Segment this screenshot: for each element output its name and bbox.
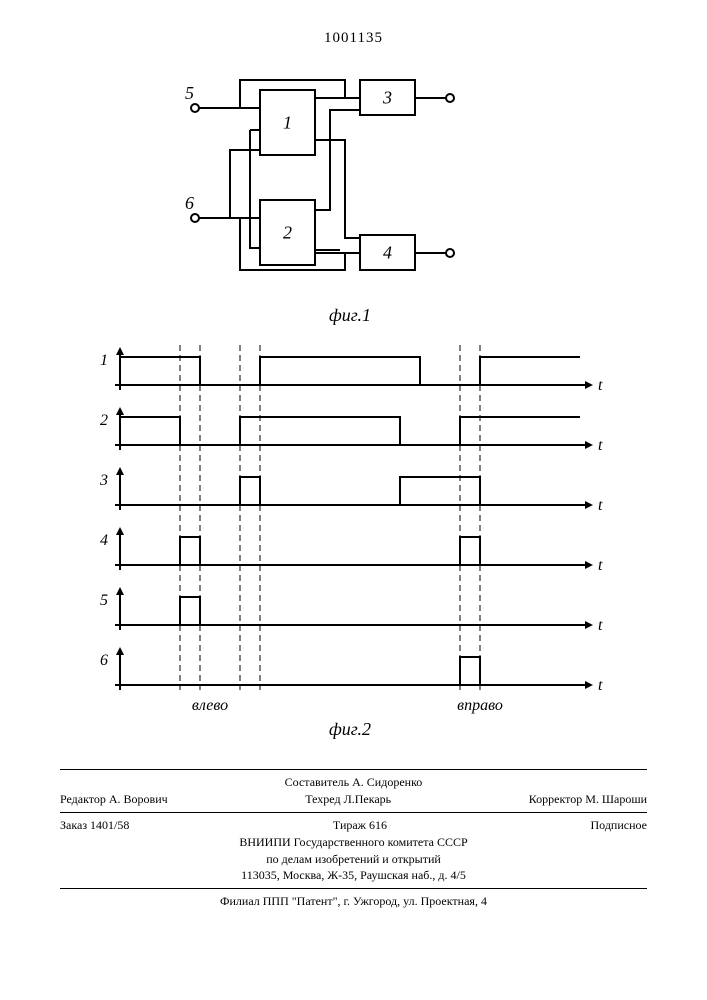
editor: Редактор А. Ворович <box>60 791 168 808</box>
svg-text:1: 1 <box>100 352 108 369</box>
svg-text:вправо: вправо <box>457 697 503 714</box>
timing-diagram-fig2: 1 t 2 t 3 t 4 t 5 t 6 t влево вправо фиг.2 <box>80 340 620 740</box>
svg-text:2: 2 <box>283 223 292 243</box>
fig1-label: фиг.1 <box>170 305 530 326</box>
org1: ВНИИПИ Государственного комитета СССР <box>60 834 647 851</box>
svg-text:t: t <box>598 557 603 574</box>
svg-text:3: 3 <box>99 472 108 489</box>
tirazh: Тираж 616 <box>333 817 387 834</box>
svg-text:6: 6 <box>100 652 108 669</box>
svg-text:5: 5 <box>100 592 108 609</box>
svg-text:1: 1 <box>283 113 292 133</box>
composer-line: Составитель А. Сидоренко <box>60 774 647 791</box>
svg-text:2: 2 <box>100 412 108 429</box>
fig2-svg: 1 t 2 t 3 t 4 t 5 t 6 t влево вправо фиг.2 <box>80 340 620 740</box>
address: 113035, Москва, Ж-35, Раушская наб., д. … <box>60 867 647 884</box>
svg-text:t: t <box>598 437 603 454</box>
page: 1001135 1 2 3 4 5 6 фиг.1 1 t 2 t 3 t 4 t 5 t 6 t влево вп… <box>0 0 707 1000</box>
techred: Техред Л.Пекарь <box>305 791 391 808</box>
svg-text:t: t <box>598 677 603 694</box>
document-number: 1001135 <box>0 30 707 47</box>
svg-text:5: 5 <box>185 83 194 103</box>
svg-text:3: 3 <box>382 88 392 108</box>
order: Заказ 1401/58 <box>60 817 129 834</box>
footer-block: Составитель А. Сидоренко Редактор А. Вор… <box>60 765 647 910</box>
svg-text:t: t <box>598 377 603 394</box>
svg-text:4: 4 <box>383 243 392 263</box>
svg-text:6: 6 <box>185 193 194 213</box>
svg-text:t: t <box>598 497 603 514</box>
svg-text:фиг.2: фиг.2 <box>329 719 371 739</box>
svg-text:влево: влево <box>192 697 228 714</box>
org2: по делам изобретений и открытий <box>60 851 647 868</box>
svg-text:4: 4 <box>100 532 108 549</box>
corrector: Корректор М. Шароши <box>529 791 647 808</box>
podpisnoe: Подписное <box>591 817 648 834</box>
svg-text:t: t <box>598 617 603 634</box>
branch: Филиал ППП "Патент", г. Ужгород, ул. Про… <box>60 893 647 910</box>
block-diagram-fig1: 123456 фиг.1 <box>170 60 530 320</box>
fig1-svg: 1 2 3 4 5 6 <box>170 60 530 300</box>
